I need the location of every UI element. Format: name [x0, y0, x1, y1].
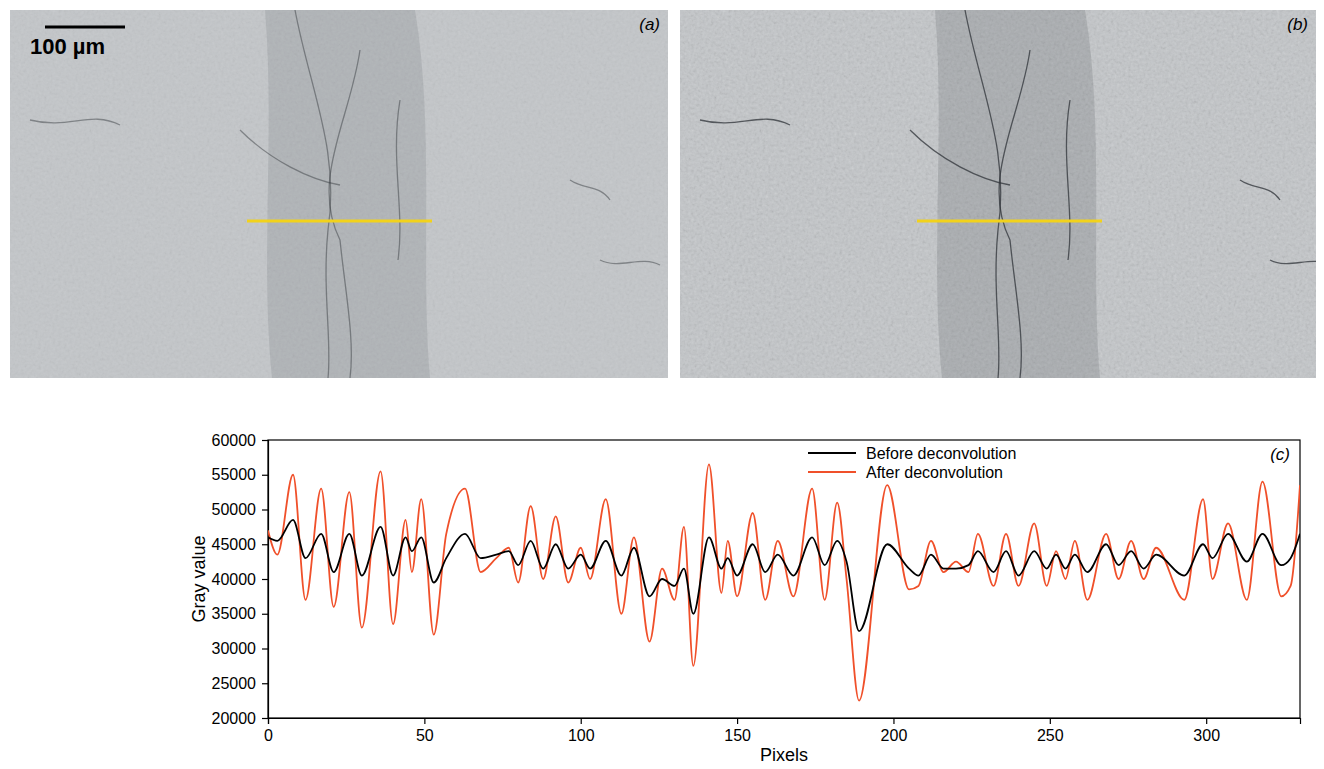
- y-tick: 55000: [212, 466, 269, 483]
- y-tick-mark: [262, 683, 268, 684]
- x-tick: 200: [881, 718, 908, 744]
- scale-bar: [45, 26, 125, 29]
- x-tick-mark: [1050, 718, 1051, 724]
- crack: [1240, 180, 1280, 200]
- crack: [329, 50, 360, 378]
- image-texture: [680, 10, 1316, 378]
- x-tick: 50: [416, 718, 434, 744]
- image-content: [10, 10, 668, 378]
- crack: [1066, 100, 1070, 260]
- x-tick-label: 150: [724, 727, 751, 744]
- x-axis-title: Pixels: [760, 745, 808, 765]
- chart: 0 50 100 150 200 250 300 20000 25000 30000 35000 40…: [189, 432, 1301, 765]
- image-panel: (a) 100 µm: [10, 10, 668, 378]
- panel-label: (c): [1270, 445, 1290, 464]
- x-tick: 250: [1037, 718, 1064, 744]
- y-tick: 40000: [212, 571, 269, 588]
- y-tick: 20000: [212, 710, 269, 727]
- y-tick-mark: [262, 544, 268, 545]
- x-axis: 0 50 100 150 200 250 300: [264, 718, 1300, 744]
- y-tick: 50000: [212, 501, 269, 518]
- crack: [240, 130, 340, 185]
- y-tick-mark: [262, 579, 268, 580]
- y-tick-label: 55000: [212, 466, 257, 483]
- series-line: [268, 520, 1300, 631]
- crack: [999, 50, 1030, 378]
- scale-bar-label: 100 µm: [30, 34, 105, 59]
- crack: [396, 100, 400, 260]
- x-tick-mark: [581, 718, 582, 724]
- x-tick-label: 50: [416, 727, 434, 744]
- x-tick-mark: [1206, 718, 1207, 724]
- y-tick-label: 20000: [212, 710, 257, 727]
- x-tick-label: 300: [1193, 727, 1220, 744]
- dark-band: [935, 10, 1100, 378]
- plot-frame: [268, 440, 1300, 718]
- x-tick-label: 250: [1037, 727, 1064, 744]
- y-tick-label: 60000: [212, 432, 257, 449]
- x-tick-label: 0: [264, 727, 273, 744]
- x-tick: 300: [1193, 718, 1220, 744]
- y-axis-title: Gray value: [189, 535, 209, 622]
- x-axis-line: [269, 719, 1301, 725]
- crack: [295, 10, 331, 378]
- y-tick-label: 25000: [212, 675, 257, 692]
- y-tick-mark: [262, 440, 268, 441]
- y-tick-label: 30000: [212, 640, 257, 657]
- series-line: [268, 464, 1300, 700]
- y-tick: 25000: [212, 675, 269, 692]
- x-tick-mark: [737, 718, 738, 724]
- figure: (a) 100 µm (b) 0 50 100 150 200 250 300 20000 25000…: [0, 0, 1324, 769]
- y-tick-mark: [262, 648, 268, 649]
- y-tick: 30000: [212, 640, 269, 657]
- crack: [965, 10, 1001, 378]
- crack: [700, 119, 790, 125]
- crack: [570, 180, 610, 200]
- crack: [30, 119, 120, 125]
- panel-label: (b): [1287, 15, 1308, 34]
- crack: [910, 130, 1010, 185]
- legend-swatch: [808, 471, 856, 473]
- profile-line: [917, 220, 1102, 223]
- y-tick: 45000: [212, 536, 269, 553]
- y-tick: 35000: [212, 605, 269, 622]
- x-tick-label: 200: [881, 727, 908, 744]
- image-panel: (b): [680, 10, 1324, 378]
- legend-swatch: [808, 452, 856, 454]
- legend-label: Before deconvolution: [866, 445, 1016, 462]
- y-tick-label: 35000: [212, 605, 257, 622]
- y-axis: 20000 25000 30000 35000 40000 45000 50000 55000…: [212, 432, 269, 727]
- y-tick-mark: [262, 475, 268, 476]
- y-tick-label: 50000: [212, 501, 257, 518]
- y-tick-label: 40000: [212, 571, 257, 588]
- x-tick-label: 100: [568, 727, 595, 744]
- image-content: [680, 10, 1316, 378]
- image-texture: [10, 10, 668, 378]
- crack: [1270, 260, 1316, 265]
- y-tick-mark: [262, 718, 268, 719]
- plot-lines: [268, 464, 1300, 700]
- y-tick-mark: [262, 509, 268, 510]
- x-tick-mark: [893, 718, 894, 724]
- dark-band: [265, 10, 430, 378]
- y-tick-label: 45000: [212, 536, 257, 553]
- y-tick-mark: [262, 614, 268, 615]
- legend: Before deconvolution After deconvolution: [808, 445, 1016, 481]
- y-tick: 60000: [212, 432, 269, 449]
- crack: [600, 260, 660, 265]
- x-tick: 150: [724, 718, 751, 744]
- image-background: [680, 10, 1316, 378]
- profile-line: [247, 220, 432, 223]
- x-tick: 0: [264, 718, 273, 744]
- x-tick: 100: [568, 718, 595, 744]
- legend-label: After deconvolution: [866, 464, 1003, 481]
- panel-label: (a): [639, 15, 660, 34]
- image-background: [10, 10, 668, 378]
- x-tick-mark: [424, 718, 425, 724]
